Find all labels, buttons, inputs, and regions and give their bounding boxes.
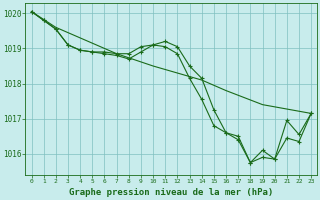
X-axis label: Graphe pression niveau de la mer (hPa): Graphe pression niveau de la mer (hPa): [69, 188, 274, 197]
